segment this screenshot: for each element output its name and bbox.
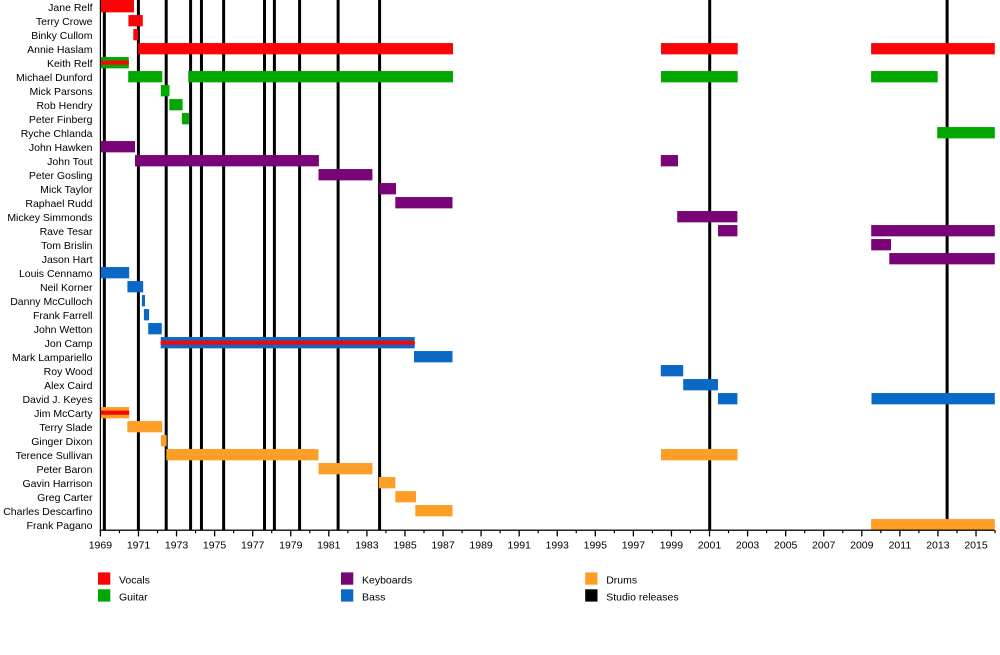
- svg-text:Mark Lampariello: Mark Lampariello: [12, 352, 93, 364]
- svg-text:Raphael Rudd: Raphael Rudd: [25, 198, 92, 210]
- svg-text:1985: 1985: [393, 540, 417, 552]
- svg-text:1995: 1995: [584, 540, 608, 552]
- svg-text:Jason Hart: Jason Hart: [42, 254, 93, 266]
- svg-text:1973: 1973: [165, 540, 189, 552]
- svg-text:1975: 1975: [203, 540, 227, 552]
- svg-text:Keith Relf: Keith Relf: [47, 58, 93, 70]
- svg-text:1991: 1991: [508, 540, 532, 552]
- svg-text:Annie Haslam: Annie Haslam: [27, 44, 93, 56]
- svg-text:1993: 1993: [546, 540, 570, 552]
- svg-text:Frank Pagano: Frank Pagano: [27, 520, 93, 532]
- svg-text:Keyboards: Keyboards: [362, 574, 412, 586]
- svg-text:1989: 1989: [469, 540, 493, 552]
- svg-text:Jon Camp: Jon Camp: [45, 338, 93, 350]
- svg-text:1977: 1977: [241, 540, 265, 552]
- svg-text:2001: 2001: [698, 540, 722, 552]
- svg-text:1981: 1981: [317, 540, 341, 552]
- svg-text:Rob Hendry: Rob Hendry: [36, 100, 93, 112]
- svg-text:1979: 1979: [279, 540, 303, 552]
- svg-text:Studio releases: Studio releases: [606, 591, 678, 603]
- svg-text:Guitar: Guitar: [119, 591, 148, 603]
- svg-text:2007: 2007: [812, 540, 836, 552]
- svg-text:Binky Cullom: Binky Cullom: [31, 30, 93, 42]
- svg-text:Ryche Chlanda: Ryche Chlanda: [21, 128, 93, 140]
- svg-text:Frank Farrell: Frank Farrell: [33, 310, 93, 322]
- svg-text:Terry Slade: Terry Slade: [39, 422, 92, 434]
- svg-text:John Tout: John Tout: [47, 156, 92, 168]
- svg-text:Ginger Dixon: Ginger Dixon: [31, 436, 92, 448]
- svg-text:2005: 2005: [774, 540, 798, 552]
- svg-text:Mick Parsons: Mick Parsons: [29, 86, 92, 98]
- svg-text:Terence Sullivan: Terence Sullivan: [15, 450, 92, 462]
- svg-text:2009: 2009: [850, 540, 874, 552]
- svg-text:John Wetton: John Wetton: [34, 324, 93, 336]
- svg-text:1983: 1983: [355, 540, 379, 552]
- svg-text:Mick Taylor: Mick Taylor: [40, 184, 93, 196]
- svg-text:Louis Cennamo: Louis Cennamo: [19, 268, 93, 280]
- svg-text:Greg Carter: Greg Carter: [37, 492, 93, 504]
- svg-text:Alex Caird: Alex Caird: [44, 380, 93, 392]
- svg-text:Jane Relf: Jane Relf: [48, 2, 92, 14]
- svg-text:Danny McCulloch: Danny McCulloch: [10, 296, 92, 308]
- svg-text:2003: 2003: [736, 540, 760, 552]
- svg-text:2013: 2013: [926, 540, 950, 552]
- svg-text:Peter Gosling: Peter Gosling: [29, 170, 93, 182]
- svg-text:1971: 1971: [127, 540, 151, 552]
- svg-text:Tom Brislin: Tom Brislin: [41, 240, 93, 252]
- svg-text:1969: 1969: [89, 540, 113, 552]
- svg-text:Bass: Bass: [362, 591, 385, 603]
- svg-text:1999: 1999: [660, 540, 684, 552]
- svg-text:Drums: Drums: [606, 574, 637, 586]
- svg-text:David J. Keyes: David J. Keyes: [22, 394, 92, 406]
- svg-text:Gavin Harrison: Gavin Harrison: [22, 478, 92, 490]
- svg-text:Charles Descarfino: Charles Descarfino: [3, 506, 92, 518]
- svg-text:Terry Crowe: Terry Crowe: [36, 16, 93, 28]
- svg-text:John Hawken: John Hawken: [29, 142, 93, 154]
- svg-text:Jim McCarty: Jim McCarty: [34, 408, 93, 420]
- svg-text:Roy Wood: Roy Wood: [44, 366, 93, 378]
- svg-text:Vocals: Vocals: [119, 574, 150, 586]
- svg-text:2015: 2015: [964, 540, 988, 552]
- svg-text:Mickey Simmonds: Mickey Simmonds: [7, 212, 92, 224]
- svg-text:Rave Tesar: Rave Tesar: [40, 226, 93, 238]
- svg-text:Neil Korner: Neil Korner: [40, 282, 93, 294]
- svg-text:1987: 1987: [431, 540, 455, 552]
- svg-text:Michael Dunford: Michael Dunford: [16, 72, 93, 84]
- svg-text:Peter Finberg: Peter Finberg: [29, 114, 93, 126]
- svg-text:2011: 2011: [889, 540, 912, 552]
- svg-text:Peter Baron: Peter Baron: [36, 464, 92, 476]
- svg-text:1997: 1997: [622, 540, 646, 552]
